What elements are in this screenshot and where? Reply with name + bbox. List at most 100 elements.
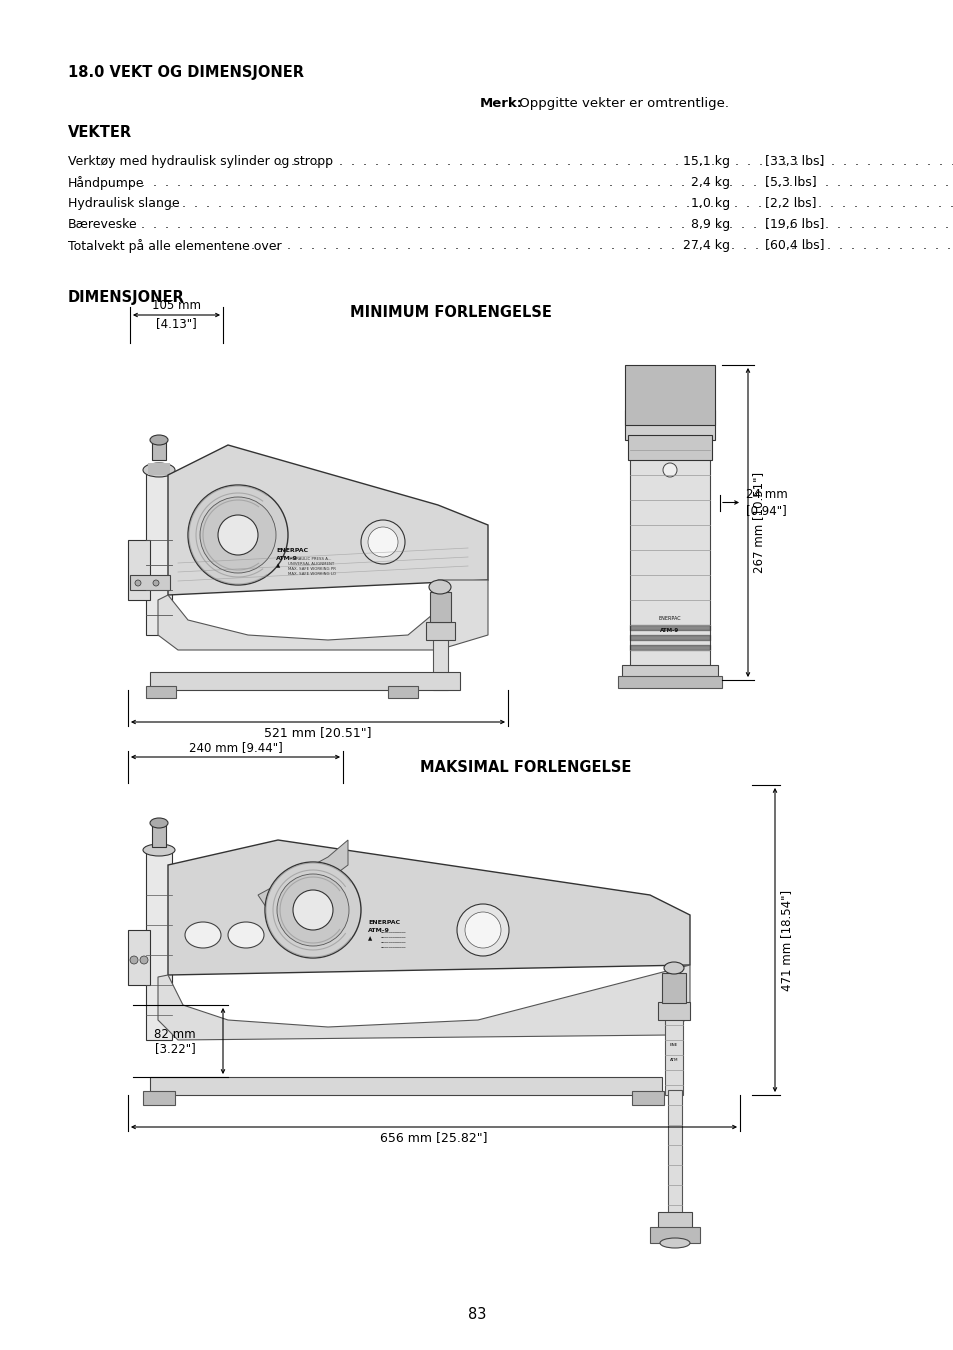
- Text: 15,1 kg: 15,1 kg: [682, 155, 729, 167]
- Text: VEKTER: VEKTER: [68, 126, 132, 140]
- Text: 267 mm [10.51"]: 267 mm [10.51"]: [751, 472, 764, 572]
- Text: ATM-9: ATM-9: [275, 555, 297, 560]
- Text: 471 mm [18.54"]: 471 mm [18.54"]: [780, 890, 792, 991]
- Text: 8,9 kg: 8,9 kg: [690, 217, 729, 231]
- Bar: [661, 973, 685, 1003]
- Text: [2,2 lbs]: [2,2 lbs]: [764, 197, 816, 211]
- Bar: [426, 622, 455, 640]
- Bar: [146, 470, 172, 634]
- Text: [0.94"]: [0.94"]: [745, 505, 786, 517]
- Text: ────────────: ────────────: [379, 931, 405, 936]
- Ellipse shape: [429, 580, 451, 594]
- Text: 105 mm: 105 mm: [152, 298, 201, 312]
- Bar: [629, 435, 709, 670]
- Bar: [150, 1077, 661, 1095]
- Text: 18.0 VEKT OG DIMENSJONER: 18.0 VEKT OG DIMENSJONER: [68, 65, 304, 80]
- Bar: [128, 540, 150, 599]
- Text: 240 mm [9.44"]: 240 mm [9.44"]: [189, 741, 282, 755]
- Text: Merk:: Merk:: [479, 97, 522, 109]
- Polygon shape: [257, 840, 348, 910]
- Text: .  .  .  .  .  .  .  .  .  .  .  .  .  .  .  .  .  .  .  .  .  .  .  .  .  .  . : . . . . . . . . . . . . . . . . . . . . …: [113, 217, 953, 231]
- Circle shape: [293, 890, 333, 930]
- Polygon shape: [158, 965, 689, 1040]
- Text: [60,4 lbs]: [60,4 lbs]: [764, 239, 823, 252]
- Circle shape: [130, 956, 138, 964]
- Text: .  .  .  .  .  .  .  .  .  .  .  .  .  .  .  .  .  .  .  .  .  .  .  .  .  .  . : . . . . . . . . . . . . . . . . . . . . …: [234, 239, 953, 252]
- Text: 82 mm: 82 mm: [154, 1029, 195, 1041]
- Circle shape: [360, 520, 405, 564]
- Text: ENERPAC: ENERPAC: [275, 548, 308, 552]
- Bar: [621, 666, 718, 680]
- Text: Oppgitte vekter er omtrentlige.: Oppgitte vekter er omtrentlige.: [515, 97, 728, 109]
- Bar: [649, 1227, 700, 1243]
- Text: ATM: ATM: [669, 1058, 678, 1062]
- Text: MAX. SAFE WORKING LO: MAX. SAFE WORKING LO: [288, 572, 335, 576]
- Circle shape: [464, 913, 500, 948]
- Polygon shape: [168, 840, 689, 975]
- Circle shape: [140, 956, 148, 964]
- Circle shape: [200, 497, 275, 572]
- Bar: [667, 1089, 681, 1215]
- Text: Håndpumpe: Håndpumpe: [68, 176, 144, 190]
- Text: 656 mm [25.82"]: 656 mm [25.82"]: [380, 1131, 487, 1143]
- Text: ▲: ▲: [368, 937, 372, 941]
- Text: ENE: ENE: [669, 1044, 678, 1048]
- Bar: [624, 410, 714, 440]
- Circle shape: [152, 580, 159, 586]
- Text: ATM-9: ATM-9: [368, 929, 390, 933]
- Text: MAKSIMAL FORLENGELSE: MAKSIMAL FORLENGELSE: [419, 760, 631, 775]
- Circle shape: [368, 526, 397, 558]
- Ellipse shape: [150, 435, 168, 446]
- Bar: [146, 686, 175, 698]
- Text: ▲: ▲: [275, 563, 280, 568]
- Bar: [430, 593, 451, 622]
- Bar: [130, 575, 170, 590]
- Bar: [658, 1212, 691, 1230]
- Bar: [150, 672, 459, 690]
- Circle shape: [218, 514, 257, 555]
- Text: 1,0 kg: 1,0 kg: [690, 197, 729, 211]
- Text: .  .  .  .  .  .  .  .  .  .  .  .  .  .  .  .  .  .  .  .  .  .  .  .  .  .  . : . . . . . . . . . . . . . . . . . . . . …: [113, 176, 953, 189]
- Text: DIMENSJONER: DIMENSJONER: [68, 290, 185, 305]
- Ellipse shape: [659, 1238, 689, 1247]
- Text: 24 mm: 24 mm: [745, 487, 787, 501]
- Bar: [143, 1091, 174, 1106]
- Ellipse shape: [143, 463, 174, 477]
- Text: ────────────: ────────────: [379, 936, 405, 940]
- Text: 83: 83: [467, 1307, 486, 1322]
- Text: [19,6 lbs]: [19,6 lbs]: [764, 217, 823, 231]
- Text: ────────────: ────────────: [379, 941, 405, 945]
- Bar: [624, 364, 714, 425]
- Text: [33,3 lbs]: [33,3 lbs]: [764, 155, 823, 167]
- Text: MINIMUM FORLENGELSE: MINIMUM FORLENGELSE: [350, 305, 551, 320]
- Bar: [128, 930, 150, 986]
- Circle shape: [135, 580, 141, 586]
- Bar: [618, 676, 721, 688]
- Text: HYDRAULIC PRESS A...: HYDRAULIC PRESS A...: [288, 558, 331, 562]
- Ellipse shape: [185, 922, 221, 948]
- Bar: [658, 1002, 689, 1021]
- Bar: [664, 1015, 682, 1095]
- Bar: [152, 825, 166, 846]
- Bar: [152, 440, 166, 460]
- Text: ENERPAC: ENERPAC: [368, 921, 399, 926]
- Ellipse shape: [150, 818, 168, 828]
- Text: Verktøy med hydraulisk sylinder og stropp: Verktøy med hydraulisk sylinder og strop…: [68, 155, 333, 167]
- Bar: [146, 850, 172, 1040]
- Circle shape: [276, 873, 349, 946]
- Polygon shape: [158, 580, 488, 649]
- Text: Totalvekt på alle elementene over: Totalvekt på alle elementene over: [68, 239, 281, 252]
- Text: [3.22"]: [3.22"]: [154, 1042, 195, 1056]
- Circle shape: [188, 485, 288, 585]
- Text: .  .  .  .  .  .  .  .  .  .  .  .  .  .  .  .  .  .  .  .  .  .  .  .  .  .  . : . . . . . . . . . . . . . . . . . . . . …: [153, 197, 953, 211]
- Text: [4.13"]: [4.13"]: [156, 317, 196, 329]
- Bar: [388, 686, 417, 698]
- Text: [5,3 lbs]: [5,3 lbs]: [764, 176, 816, 189]
- Bar: [631, 1091, 663, 1106]
- Text: MAX. SAFE WORKING PR: MAX. SAFE WORKING PR: [288, 567, 335, 571]
- Bar: [433, 634, 448, 690]
- Bar: [148, 463, 170, 475]
- Text: Bæreveske: Bæreveske: [68, 217, 137, 231]
- Polygon shape: [168, 446, 488, 595]
- Text: Hydraulisk slange: Hydraulisk slange: [68, 197, 179, 211]
